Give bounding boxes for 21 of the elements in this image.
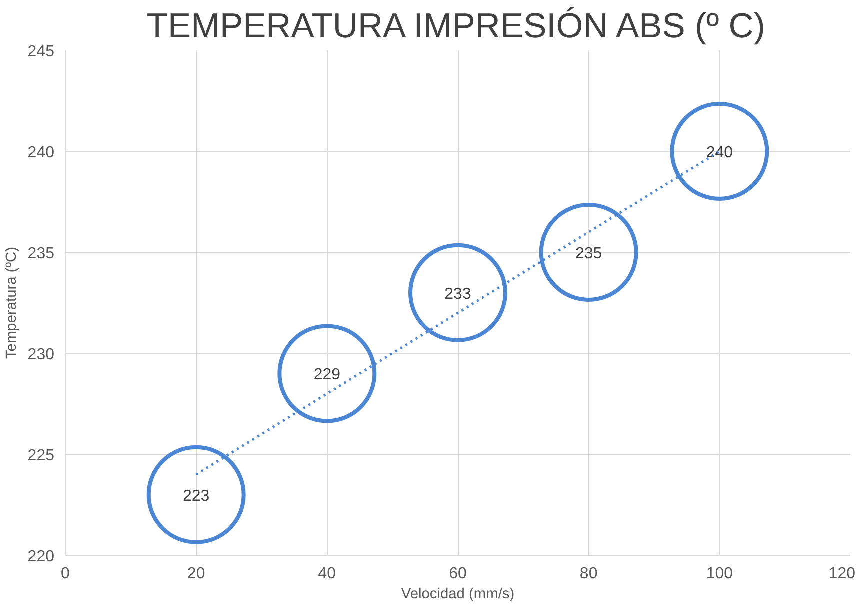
x-tick-label: 120 [828,566,856,582]
y-tick-label: 225 [28,448,55,464]
y-tick-label: 230 [28,346,55,364]
data-label: 240 [706,144,734,162]
x-tick-label: 80 [580,566,598,582]
y-tick-label: 235 [28,246,55,262]
x-tick-label: 100 [706,566,734,582]
x-tick-label: 20 [187,566,206,582]
y-tick-label: 240 [28,144,55,162]
x-tick-label: 40 [318,566,336,582]
y-tick-label: 220 [28,548,55,566]
x-axis-title: Velocidad (mm/s) [401,586,515,602]
data-label: 229 [314,366,341,384]
x-tick-label: 0 [61,566,70,582]
data-label: 235 [575,246,602,262]
y-axis-title: Temperatura (ºC) [4,246,20,360]
x-tick-label: 60 [449,566,467,582]
chart-title: TEMPERATURA IMPRESIÓN ABS (º C) [146,6,766,46]
data-label: 233 [444,286,472,303]
data-label: 223 [182,488,210,505]
y-tick-label: 245 [28,44,55,60]
